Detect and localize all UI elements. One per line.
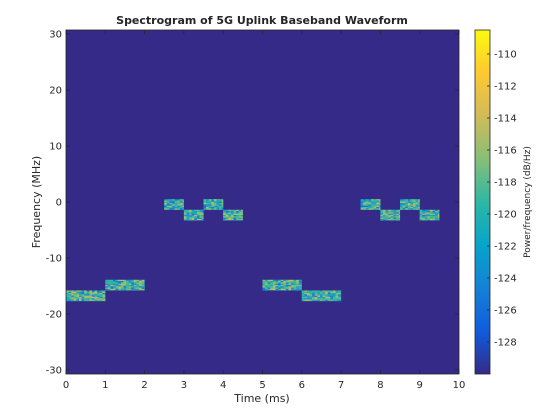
y-tick-label: 30 <box>49 30 62 41</box>
x-tick-label: 3 <box>181 380 187 391</box>
x-tick-label: 9 <box>417 380 423 391</box>
allocation-blocks <box>66 199 440 302</box>
colorbar-tick-label: -124 <box>494 274 517 285</box>
y-axis-ticks: -30 -20 -10 0 10 20 30 <box>46 30 459 376</box>
y-tick-label: -20 <box>46 309 62 320</box>
allocation-block <box>66 290 106 302</box>
y-tick-label: 20 <box>49 86 62 97</box>
chart-title: Spectrogram of 5G Uplink Baseband Wavefo… <box>116 14 408 27</box>
colorbar-tick-label: -128 <box>494 338 517 349</box>
y-tick-label: 10 <box>49 142 62 153</box>
x-tick-label: 1 <box>102 380 108 391</box>
allocation-block <box>419 209 440 221</box>
allocation-block <box>105 279 145 291</box>
colorbar-tick-label: -120 <box>494 210 517 221</box>
x-axis-label: Time (ms) <box>233 392 289 405</box>
x-tick-label: 6 <box>299 380 305 391</box>
x-tick-label: 10 <box>453 380 466 391</box>
x-tick-label: 4 <box>220 380 226 391</box>
allocation-block <box>203 199 224 210</box>
colorbar-label: Power/frequency (dB/Hz) <box>523 146 533 258</box>
colorbar-tick-label: -118 <box>494 178 517 189</box>
allocation-block <box>380 209 401 221</box>
colorbar-tick-label: -110 <box>494 50 517 61</box>
x-tick-label: 7 <box>338 380 344 391</box>
x-tick-label: 8 <box>377 380 383 391</box>
allocation-block <box>400 199 420 210</box>
colorbar-tick-label: -122 <box>494 242 517 253</box>
colorbar-ticks: -128 -126 -124 -122 -120 -118 -116 -114 -112 -110 <box>487 50 517 349</box>
allocation-block <box>223 209 243 221</box>
colorbar-tick-label: -116 <box>494 146 517 157</box>
x-tick-label: 0 <box>63 380 69 391</box>
allocation-block <box>360 199 381 210</box>
y-tick-label: -30 <box>46 365 62 376</box>
allocation-block <box>301 290 342 302</box>
y-tick-label: -10 <box>46 253 62 264</box>
x-tick-label: 2 <box>141 380 147 391</box>
colorbar-tick-label: -112 <box>494 82 517 93</box>
colorbar-tick-label: -114 <box>494 114 517 125</box>
allocation-block <box>262 279 302 291</box>
colorbar-tick-label: -126 <box>494 306 517 317</box>
x-axis-ticks: 0 1 2 3 4 5 6 7 8 9 10 <box>63 30 466 391</box>
y-axis-label: Frequency (MHz) <box>30 156 43 248</box>
colorbar <box>474 29 491 375</box>
plot-area <box>66 30 459 374</box>
allocation-block <box>183 209 204 221</box>
allocation-block <box>164 199 184 210</box>
y-tick-label: 0 <box>56 198 62 209</box>
x-tick-label: 5 <box>259 380 265 391</box>
